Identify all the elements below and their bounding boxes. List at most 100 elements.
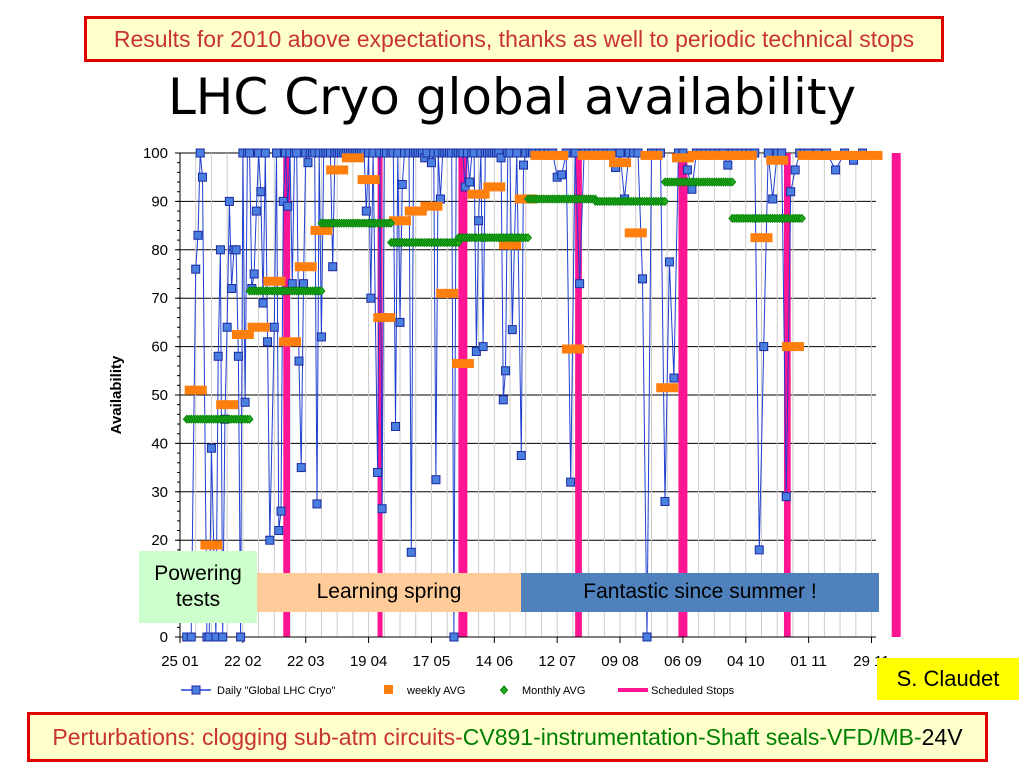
daily-point <box>664 257 674 267</box>
daily-point <box>222 322 232 332</box>
weekly-point <box>467 189 490 199</box>
daily-point <box>373 467 383 477</box>
phase-powering-tests: Powering tests <box>139 551 257 623</box>
weekly-point <box>860 150 883 160</box>
x-tick-label: 14 06 <box>476 653 514 670</box>
footer-segment-3: 24V <box>921 723 963 750</box>
weekly-point <box>766 155 789 165</box>
daily-point <box>186 632 196 642</box>
daily-point <box>498 395 508 405</box>
daily-point <box>754 545 764 555</box>
y-tick-label: 90 <box>151 193 168 210</box>
legend-monthly-marker <box>499 685 509 695</box>
weekly-point <box>624 228 647 238</box>
daily-point <box>519 160 529 170</box>
weekly-point <box>389 216 412 226</box>
daily-point <box>218 632 228 642</box>
daily-point <box>361 206 371 216</box>
weekly-point <box>436 288 459 298</box>
daily-point <box>377 504 387 514</box>
phase-learning-spring: Learning spring <box>257 573 521 612</box>
daily-point <box>249 269 259 279</box>
monthly-point <box>523 233 533 243</box>
scheduled-stop-bar <box>575 153 582 637</box>
scheduled-stop-bar <box>678 153 688 637</box>
legend-daily-label: Daily "Global LHC Cryo" <box>217 685 336 697</box>
daily-point <box>781 492 791 502</box>
daily-point <box>316 332 326 342</box>
x-tick-label: 06 09 <box>664 653 702 670</box>
daily-point <box>786 187 796 197</box>
monthly-point <box>660 196 669 207</box>
weekly-point <box>530 150 553 160</box>
monthly-point <box>245 414 254 424</box>
daily-point <box>768 194 778 204</box>
x-tick-label: 19 04 <box>350 653 388 670</box>
weekly-point <box>263 276 286 286</box>
weekly-point <box>671 153 694 163</box>
daily-point <box>478 342 488 352</box>
daily-point <box>615 148 625 158</box>
monthly-point <box>387 218 396 228</box>
daily-point <box>233 351 243 361</box>
footer-segment-2: CV891-instrumentation-Shaft seals-VFD/MB… <box>462 723 922 750</box>
weekly-point <box>499 240 522 250</box>
x-tick-label: 17 05 <box>413 653 451 670</box>
y-tick-label: 70 <box>151 290 168 307</box>
weekly-point <box>420 201 443 211</box>
x-tick-label: 09 08 <box>601 653 639 670</box>
daily-point <box>312 499 322 509</box>
weekly-point <box>561 344 584 354</box>
y-tick-label: 100 <box>143 145 168 162</box>
weekly-point <box>216 400 239 410</box>
legend-stops-label: Scheduled Stops <box>651 685 735 697</box>
weekly-point <box>341 153 364 163</box>
daily-point <box>294 356 304 366</box>
monthly-point <box>728 177 737 187</box>
monthly-point <box>797 213 806 223</box>
daily-point <box>366 293 376 303</box>
daily-point <box>501 366 511 376</box>
daily-point <box>193 230 203 240</box>
daily-point <box>391 421 401 431</box>
x-tick-label: 22 03 <box>287 653 325 670</box>
x-tick-label: 22 02 <box>224 653 262 670</box>
weekly-point <box>404 206 427 216</box>
weekly-point <box>813 150 836 160</box>
weekly-point <box>609 158 632 168</box>
daily-point <box>669 373 679 383</box>
x-tick-label: 04 10 <box>727 653 765 670</box>
monthly-series <box>182 177 806 424</box>
daily-point <box>471 346 481 356</box>
weekly-point <box>829 150 852 160</box>
top-banner: Results for 2010 above expectations, tha… <box>84 16 944 62</box>
weekly-point <box>184 385 207 395</box>
weekly-point <box>844 150 867 160</box>
daily-point <box>406 547 416 557</box>
daily-point <box>224 196 234 206</box>
phase-fantastic-summer: Fantastic since summer ! <box>521 573 879 612</box>
legend-weekly-label: weekly AVG <box>406 685 466 697</box>
weekly-point <box>200 540 223 550</box>
daily-point <box>465 177 475 187</box>
daily-point <box>397 179 407 189</box>
daily-point <box>638 274 648 284</box>
weekly-point <box>231 330 254 339</box>
scheduled-stop-bar <box>891 153 901 637</box>
daily-point <box>328 262 338 272</box>
scheduled-stop-bar <box>283 153 291 637</box>
daily-point <box>256 187 266 197</box>
daily-point <box>431 475 441 485</box>
author-label: S. Claudet <box>877 658 1019 700</box>
weekly-point <box>750 233 773 243</box>
weekly-point <box>593 150 616 160</box>
daily-point <box>449 632 459 642</box>
weekly-point <box>326 165 349 175</box>
daily-point <box>292 148 302 158</box>
y-tick-label: 0 <box>160 629 168 646</box>
daily-point <box>260 148 270 158</box>
weekly-point <box>294 262 317 272</box>
daily-point <box>197 172 207 182</box>
